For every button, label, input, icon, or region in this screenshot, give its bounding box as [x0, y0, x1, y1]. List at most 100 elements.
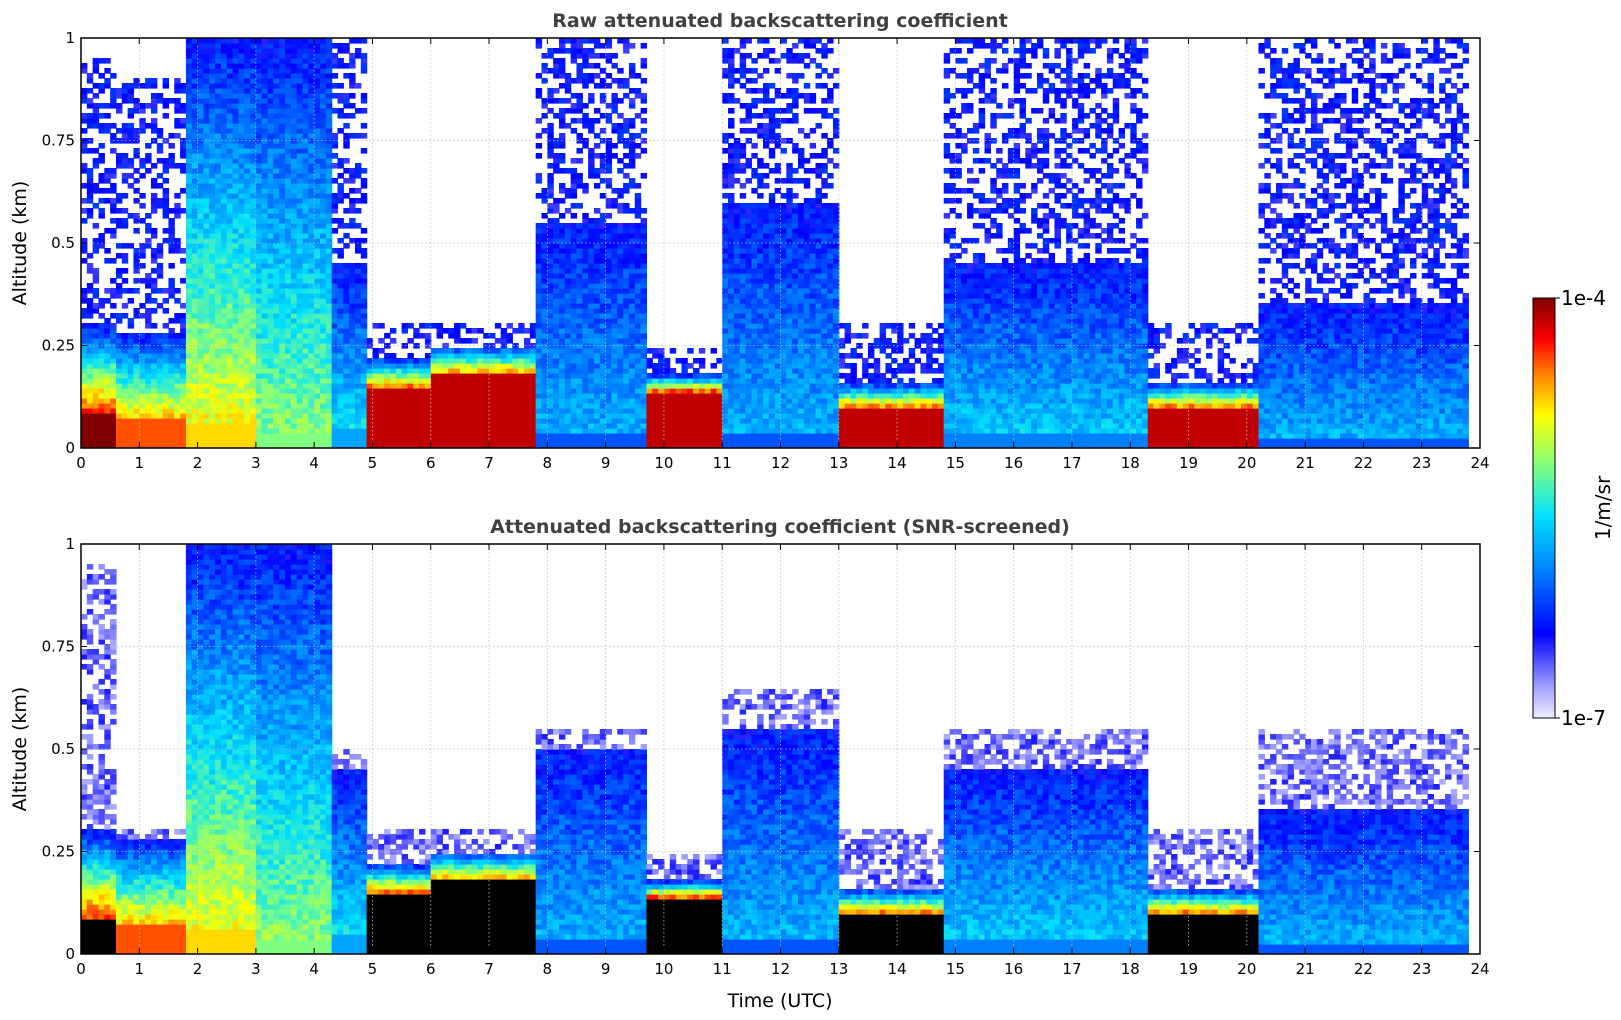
heatmap-cell [570, 233, 578, 239]
heatmap-cell [86, 358, 94, 364]
heatmap-cell [308, 138, 315, 144]
heatmap-cell [593, 393, 601, 399]
heatmap-cell [320, 228, 327, 234]
heatmap-cell [436, 383, 444, 389]
heatmap-cell [343, 313, 350, 319]
heatmap-cell [494, 348, 502, 354]
heatmap-cell [623, 303, 630, 309]
heatmap-cell [226, 238, 234, 244]
heatmap-cell [558, 443, 566, 448]
heatmap-cell [430, 393, 438, 399]
heatmap-cell [570, 38, 578, 44]
heatmap-cell [209, 243, 216, 249]
heatmap-cell [558, 58, 566, 64]
heatmap-cell [337, 158, 344, 164]
heatmap-cell [279, 163, 286, 169]
heatmap-cell [634, 318, 642, 324]
heatmap-cell [127, 408, 135, 414]
heatmap-cell [558, 358, 566, 364]
heatmap-cell [366, 443, 374, 448]
heatmap-cell [419, 398, 426, 404]
heatmap-cell [302, 98, 309, 104]
heatmap-cell [255, 288, 263, 294]
heatmap-cell [634, 263, 642, 269]
heatmap-cell [535, 173, 543, 179]
heatmap-cell [424, 353, 432, 359]
heatmap-cell [203, 323, 210, 329]
heatmap-cell [110, 303, 117, 309]
heatmap-cell [232, 278, 239, 284]
heatmap-cell [617, 223, 624, 229]
heatmap-cell [185, 263, 193, 269]
heatmap-cell [139, 128, 146, 134]
heatmap-cell [197, 273, 205, 279]
heatmap-cell [238, 288, 245, 294]
heatmap-cell [320, 303, 327, 309]
heatmap-cell [133, 248, 140, 254]
heatmap-cell [605, 118, 613, 124]
heatmap-cell [215, 188, 222, 194]
heatmap-cell [547, 438, 554, 444]
heatmap-cell [384, 343, 391, 349]
heatmap-cell [506, 333, 513, 339]
heatmap-cell [81, 363, 88, 369]
heatmap-cell [337, 308, 344, 314]
heatmap-cell [407, 438, 414, 444]
heatmap-cell [168, 438, 175, 444]
heatmap-cell [279, 303, 286, 309]
heatmap-cell [279, 133, 286, 139]
heatmap-cell [599, 43, 607, 49]
heatmap-cell [261, 133, 269, 139]
heatmap-cell [279, 113, 286, 119]
heatmap-cell [576, 238, 583, 244]
heatmap-cell [92, 248, 100, 254]
heatmap-cell [331, 348, 339, 354]
heatmap-cell [150, 208, 158, 214]
heatmap-cell [529, 433, 537, 439]
heatmap-cell [558, 63, 566, 69]
heatmap-cell [197, 98, 205, 104]
heatmap-cell [308, 88, 315, 94]
heatmap-cell [145, 318, 152, 324]
heatmap-cell [558, 248, 566, 254]
heatmap-cell [617, 123, 624, 129]
heatmap-cell [623, 368, 630, 374]
heatmap-cell [354, 308, 362, 314]
heatmap-cell [599, 308, 607, 314]
heatmap-cell [529, 443, 537, 448]
heatmap-cell [250, 408, 257, 414]
heatmap-cell [465, 438, 473, 444]
heatmap-cell [617, 398, 624, 404]
heatmap-cell [279, 158, 286, 164]
heatmap-cell [296, 413, 304, 419]
heatmap-cell [238, 433, 245, 439]
heatmap-cell [471, 438, 478, 444]
heatmap-cell [599, 83, 607, 89]
heatmap-cell [582, 78, 589, 84]
heatmap-cell [139, 248, 146, 254]
heatmap-cell [150, 298, 158, 304]
heatmap-cell [250, 263, 257, 269]
heatmap-cell [582, 348, 589, 354]
heatmap-cell [121, 83, 129, 89]
heatmap-cell [86, 433, 94, 439]
heatmap-cell [360, 293, 368, 299]
heatmap-cell [267, 263, 274, 269]
heatmap-cell [454, 403, 461, 409]
heatmap-cell [215, 133, 222, 139]
heatmap-cell [150, 118, 158, 124]
heatmap-cell [203, 128, 210, 134]
heatmap-cell [314, 108, 321, 114]
heatmap-cell [593, 378, 601, 384]
heatmap-cell [238, 338, 245, 344]
heatmap-cell [273, 83, 280, 89]
heatmap-cell [104, 128, 111, 134]
heatmap-cell [92, 333, 100, 339]
heatmap-cell [273, 143, 280, 149]
heatmap-cell [279, 243, 286, 249]
heatmap-cell [477, 373, 484, 379]
heatmap-cell [547, 428, 554, 434]
heatmap-cell [232, 173, 239, 179]
heatmap-cell [308, 283, 315, 289]
heatmap-cell [238, 103, 245, 109]
